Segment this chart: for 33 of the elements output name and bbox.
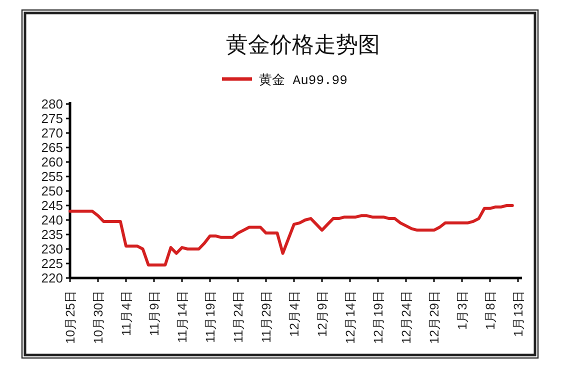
y-tick-label: 280 (41, 96, 63, 112)
x-tick-label: 11月19日 (204, 290, 218, 343)
legend-label: 黄金 Au99.99 (259, 73, 348, 88)
x-tick-label: 12月14日 (344, 290, 358, 344)
y-tick-label: 270 (41, 126, 63, 140)
x-tick-label: 12月19日 (372, 290, 386, 344)
y-tick-label: 245 (41, 198, 63, 213)
y-tick-label: 265 (41, 140, 63, 155)
x-tick-label: 10月25日 (64, 290, 78, 344)
x-tick-label: 11月29日 (260, 290, 274, 343)
chart-title: 黄金价格走势图 (226, 33, 380, 58)
line-series (68, 204, 514, 266)
x-tick-label: 12月29日 (428, 290, 442, 344)
x-tick-label: 1月3日 (456, 290, 470, 330)
y-tick-label: 235 (41, 227, 63, 242)
y-tick-label: 220 (41, 270, 63, 286)
y-tick-label: 230 (41, 242, 63, 256)
x-tick-label: 11月4日 (120, 290, 134, 336)
y-tick-label: 260 (41, 154, 63, 170)
y-tick-label: 255 (41, 169, 63, 184)
y-tick-label: 225 (41, 256, 63, 271)
x-tick-label: 1月13日 (512, 290, 526, 337)
y-tick-label: 275 (41, 111, 63, 126)
x-tick-label: 12月4日 (288, 290, 302, 337)
y-tick-label: 240 (41, 212, 63, 228)
x-tick-label: 11月9日 (148, 290, 162, 336)
x-tick-label: 12月9日 (316, 290, 330, 337)
x-tick-label: 11月24日 (232, 290, 246, 343)
x-tick-label: 12月24日 (400, 290, 414, 344)
x-tick-label: 10月30日 (92, 290, 106, 344)
y-tick-label: 250 (41, 184, 63, 198)
x-tick-label: 11月14日 (176, 290, 190, 343)
x-tick-label: 1月8日 (484, 290, 498, 330)
